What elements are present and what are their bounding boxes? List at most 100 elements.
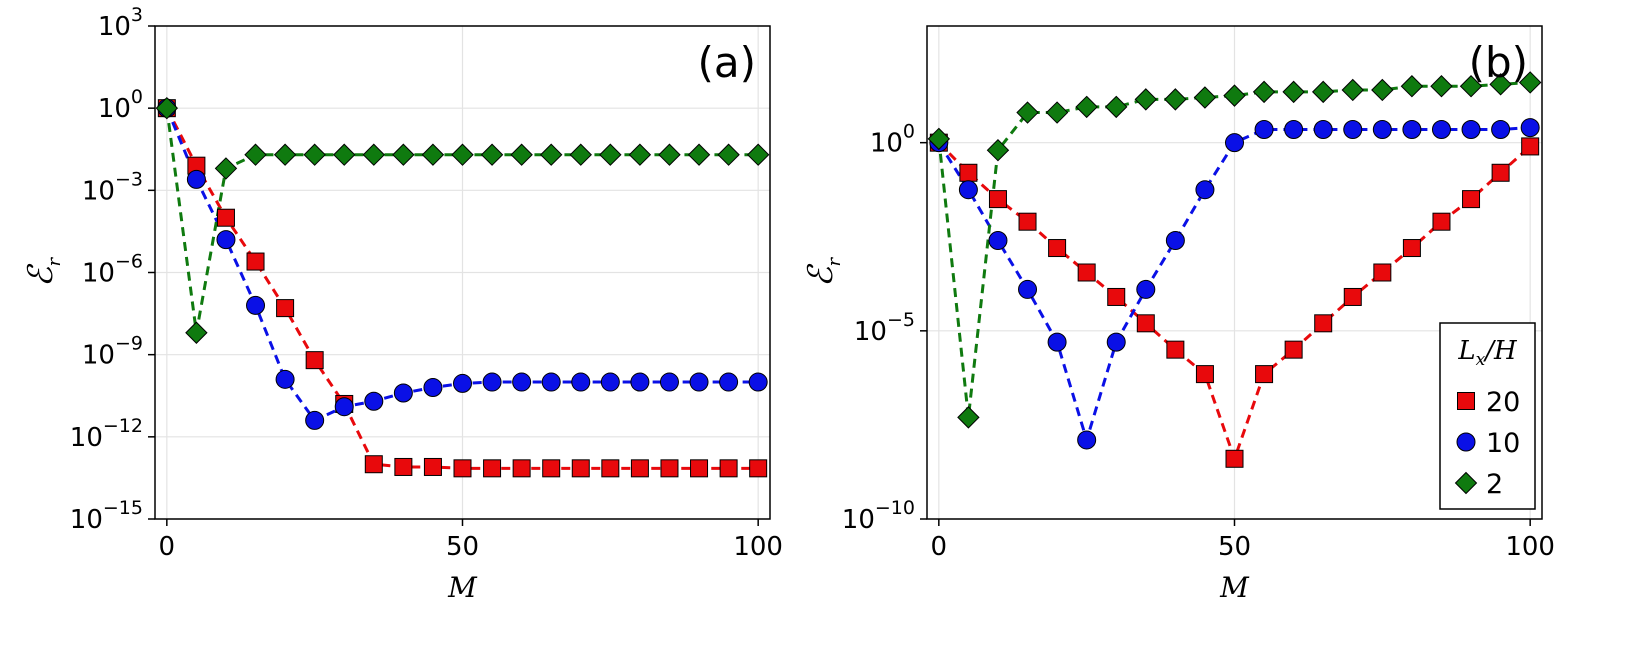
data-point-10 xyxy=(1136,279,1156,299)
data-point-20 xyxy=(1373,263,1392,282)
data-point-10 xyxy=(393,383,413,403)
y-tick-label: 10−3 xyxy=(82,168,143,206)
data-point-20 xyxy=(1491,163,1510,182)
data-point-2 xyxy=(362,143,386,166)
data-point-20 xyxy=(305,351,324,370)
data-point-2 xyxy=(927,127,951,151)
data-point-20 xyxy=(1284,340,1303,359)
data-point-10 xyxy=(1225,133,1244,153)
data-point-2 xyxy=(687,143,711,166)
data-point-20 xyxy=(1462,190,1481,209)
legend-entry-10: 10 xyxy=(1486,428,1520,459)
data-point-20 xyxy=(512,459,531,478)
data-point-10 xyxy=(186,169,206,189)
data-point-20 xyxy=(1136,314,1155,333)
panel-label: (b) xyxy=(1469,38,1528,87)
data-point-10 xyxy=(630,372,650,392)
y-axis-label: ℰr xyxy=(801,257,845,288)
data-point-2 xyxy=(1489,73,1512,96)
data-point-2 xyxy=(1164,88,1187,111)
data-point-2 xyxy=(1223,84,1246,107)
data-point-20 xyxy=(749,459,768,478)
panel-label: (a) xyxy=(697,38,756,87)
data-point-2 xyxy=(986,138,1010,162)
y-tick-label: 10−6 xyxy=(82,251,143,289)
data-point-2 xyxy=(1252,80,1276,104)
data-point-20 xyxy=(1195,365,1214,384)
data-point-2 xyxy=(1016,101,1039,124)
data-point-20 xyxy=(601,459,620,478)
y-tick-label: 103 xyxy=(98,4,143,42)
data-point-2 xyxy=(1311,80,1335,104)
data-point-2 xyxy=(244,143,267,166)
data-point-10 xyxy=(1195,180,1215,200)
data-point-10 xyxy=(1372,119,1392,139)
data-point-20 xyxy=(1402,239,1421,258)
panel-b: 0 50 100 10−10 10−5 100 M ℰr (b) Lx/H 20 10 2 xyxy=(801,25,1555,604)
series-group xyxy=(155,96,770,478)
data-point-20 xyxy=(630,459,649,478)
data-point-20 xyxy=(1048,239,1067,258)
data-point-10 xyxy=(423,378,443,398)
data-point-10 xyxy=(1313,119,1333,139)
x-tick-label: 100 xyxy=(1505,532,1555,562)
data-point-10 xyxy=(748,372,768,392)
legend: Lx/H 20 10 2 xyxy=(1439,322,1536,510)
data-point-20 xyxy=(1077,263,1096,282)
data-point-2 xyxy=(1459,75,1483,98)
data-point-2 xyxy=(599,143,622,166)
data-point-10 xyxy=(1018,279,1038,299)
data-point-2 xyxy=(569,143,592,166)
data-point-20 xyxy=(1166,340,1185,359)
data-point-2 xyxy=(480,143,504,166)
data-point-10 xyxy=(216,230,236,250)
data-point-2 xyxy=(1045,101,1069,124)
data-point-10 xyxy=(1284,119,1304,139)
data-point-2 xyxy=(421,143,445,166)
data-point-2 xyxy=(628,143,652,166)
data-point-20 xyxy=(1343,287,1362,306)
data-point-2 xyxy=(185,321,208,344)
y-tick-label: 10−9 xyxy=(82,333,143,371)
data-point-2 xyxy=(717,143,740,166)
data-point-2 xyxy=(451,143,474,166)
data-point-2 xyxy=(539,143,563,166)
legend-marker-10 xyxy=(1456,432,1476,452)
data-point-20 xyxy=(1018,212,1037,231)
data-point-10 xyxy=(1047,332,1067,352)
y-tick-label: 10−12 xyxy=(70,415,143,453)
data-point-2 xyxy=(1193,86,1217,109)
data-point-10 xyxy=(988,231,1008,251)
data-point-10 xyxy=(364,391,384,411)
x-axis-label: M xyxy=(447,571,478,604)
data-point-2 xyxy=(392,143,415,166)
data-point-10 xyxy=(689,372,709,392)
data-point-2 xyxy=(658,143,681,166)
data-point-20 xyxy=(719,459,738,478)
y-tick-label: 10−15 xyxy=(70,497,143,535)
data-point-10 xyxy=(1254,119,1274,139)
data-point-10 xyxy=(1165,231,1185,251)
x-tick-label: 0 xyxy=(159,532,176,562)
legend-box xyxy=(1439,322,1536,510)
data-point-2 xyxy=(273,143,297,166)
data-point-10 xyxy=(334,397,354,417)
panel-a: 0 50 100 10−15 10−12 10−9 10−6 10−3 100 103 M ℰr (a) xyxy=(21,4,783,604)
data-point-2 xyxy=(1371,78,1394,102)
data-point-2 xyxy=(155,96,179,120)
data-point-2 xyxy=(1341,78,1364,102)
data-point-20 xyxy=(1521,137,1540,156)
x-tick-label: 50 xyxy=(446,532,479,562)
data-point-20 xyxy=(246,252,265,271)
x-tick-label: 100 xyxy=(733,532,783,562)
data-point-20 xyxy=(423,457,442,476)
y-tick-label: 100 xyxy=(870,121,915,159)
data-point-10 xyxy=(1402,119,1422,139)
data-point-2 xyxy=(746,143,770,166)
data-point-10 xyxy=(1520,118,1540,138)
data-point-10 xyxy=(659,372,679,392)
data-point-10 xyxy=(958,180,978,200)
data-point-10 xyxy=(541,372,561,392)
data-point-2 xyxy=(333,143,356,166)
data-point-20 xyxy=(483,459,502,478)
